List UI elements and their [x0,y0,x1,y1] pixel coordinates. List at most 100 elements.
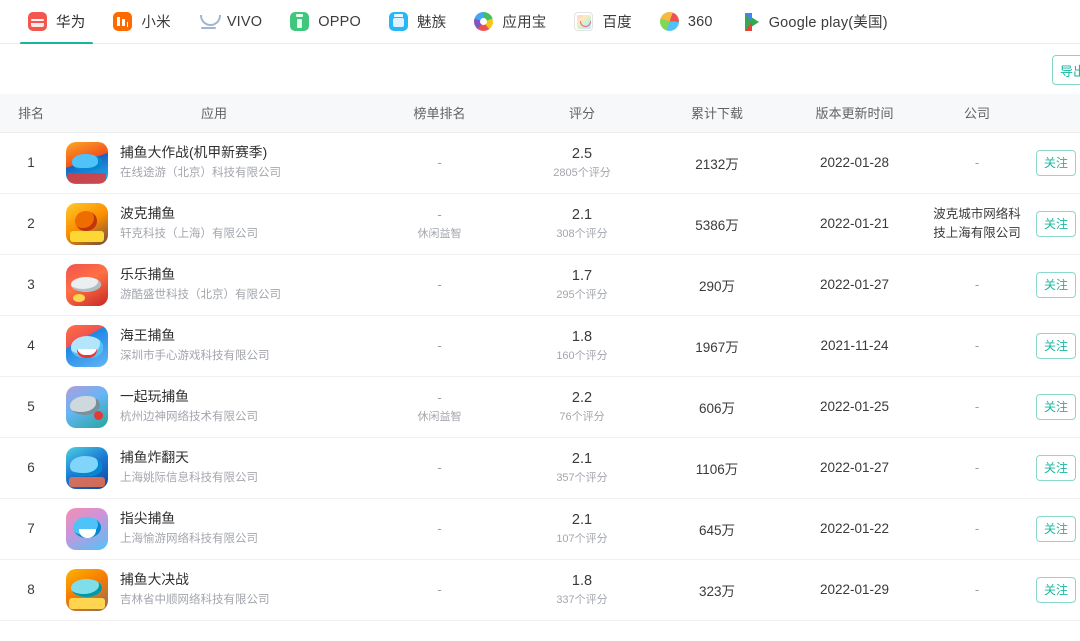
company-value: - [974,399,980,414]
cell-company: - [922,132,1032,194]
cell-update-time: 2022-01-28 [787,132,922,194]
app-entry[interactable]: 捕鱼大决战 吉林省中顺网络科技有限公司 [62,568,362,611]
360-icon [659,12,679,31]
cell-board-rank: - [362,559,517,621]
app-text: 一起玩捕鱼 杭州边神网络技术有限公司 [120,387,258,426]
export-button[interactable]: 导出 [1052,55,1080,85]
cell-score: 1.8 160个评分 [517,315,647,377]
table-row[interactable]: 4 海王捕鱼 深圳市手心游戏科技有限公司 - 1.8 160个评分 [0,315,1080,377]
app-icon [66,141,108,184]
tab-google-play-美国-[interactable]: Google play(美国) [727,0,902,44]
follow-button[interactable]: 关注 [1036,149,1076,176]
table-row[interactable]: 3 乐乐捕鱼 游酷盛世科技（北京）有限公司 - 1.7 295个评 [0,254,1080,316]
table-row[interactable]: 1 捕鱼大作战(机甲新赛季) 在线途游（北京）科技有限公司 - 2.5 [0,132,1080,194]
tab-华为[interactable]: 华为 [14,0,99,45]
table-row[interactable]: 6 捕鱼炸翻天 上海姚际信息科技有限公司 - 2.1 357个评分 [0,437,1080,499]
follow-button[interactable]: 关注 [1036,454,1076,481]
app-entry[interactable]: 海王捕鱼 深圳市手心游戏科技有限公司 [62,324,362,367]
cell-downloads: 5386万 [647,193,787,255]
cell-app[interactable]: 一起玩捕鱼 杭州边神网络技术有限公司 [62,376,362,438]
cell-board-rank: - [362,437,517,499]
tab-360[interactable]: 360 [646,0,727,44]
app-developer: 轩克科技（上海）有限公司 [120,227,258,240]
cell-update-time: 2022-01-22 [787,498,922,560]
score-value: 2.2 [571,389,593,406]
app-entry[interactable]: 一起玩捕鱼 杭州边神网络技术有限公司 [62,385,362,428]
score-value: 1.8 [571,572,593,589]
score-value: 2.5 [571,145,593,162]
cell-app[interactable]: 捕鱼大决战 吉林省中顺网络科技有限公司 [62,559,362,621]
xiaomi-icon [113,12,133,31]
score-value: 2.1 [571,450,593,467]
cell-downloads: 1106万 [647,437,787,499]
app-entry[interactable]: 捕鱼大作战(机甲新赛季) 在线途游（北京）科技有限公司 [62,141,362,184]
app-entry[interactable]: 捕鱼炸翻天 上海姚际信息科技有限公司 [62,446,362,489]
column-header-update-time[interactable]: 版本更新时间 [787,94,922,133]
cell-score: 2.1 308个评分 [517,193,647,255]
cell-company: - [922,498,1032,560]
app-developer: 杭州边神网络技术有限公司 [120,410,258,423]
cell-score: 2.1 107个评分 [517,498,647,560]
cell-action: 关注 [1032,132,1080,194]
cell-downloads: 1967万 [647,315,787,377]
company-value: - [974,338,980,353]
follow-button[interactable]: 关注 [1036,210,1076,237]
column-header-board-rank[interactable]: 榜单排名 [362,94,517,133]
column-header-downloads[interactable]: 累计下载 [647,94,787,133]
app-entry[interactable]: 波克捕鱼 轩克科技（上海）有限公司 [62,202,362,245]
board-rank-value: - [437,460,442,475]
cell-board-rank: - [362,132,517,194]
tab-label: 应用宝 [502,15,547,31]
cell-update-time: 2022-01-27 [787,437,922,499]
app-developer: 上海愉游网络科技有限公司 [120,532,258,545]
table-row[interactable]: 2 波克捕鱼 轩克科技（上海）有限公司 - 休闲益智 2.1 308 [0,193,1080,255]
app-text: 波克捕鱼 轩克科技（上海）有限公司 [120,204,258,243]
cell-app[interactable]: 波克捕鱼 轩克科技（上海）有限公司 [62,193,362,255]
follow-button[interactable]: 关注 [1036,576,1076,603]
cell-action: 关注 [1032,254,1080,316]
app-developer: 吉林省中顺网络科技有限公司 [120,593,270,606]
column-header-app[interactable]: 应用 [62,94,362,133]
follow-button[interactable]: 关注 [1036,332,1076,359]
column-header-company[interactable]: 公司 [922,94,1032,133]
app-entry[interactable]: 指尖捕鱼 上海愉游网络科技有限公司 [62,507,362,550]
app-developer: 在线途游（北京）科技有限公司 [120,166,281,179]
app-developer: 上海姚际信息科技有限公司 [120,471,258,484]
cell-app[interactable]: 海王捕鱼 深圳市手心游戏科技有限公司 [62,315,362,377]
follow-button[interactable]: 关注 [1036,515,1076,542]
column-header-score[interactable]: 评分 [517,94,647,133]
board-rank-value: - [437,582,442,597]
tab-小米[interactable]: 小米 [99,0,184,44]
follow-button[interactable]: 关注 [1036,271,1076,298]
score-value: 2.1 [571,206,593,223]
company-value: - [974,277,980,292]
app-text: 指尖捕鱼 上海愉游网络科技有限公司 [120,509,258,548]
tab-魅族[interactable]: 魅族 [375,0,460,44]
table-row[interactable]: 5 一起玩捕鱼 杭州边神网络技术有限公司 - 休闲益智 2.2 76 [0,376,1080,438]
meizu-icon [388,12,408,31]
tab-label: VIVO [226,13,263,30]
score-count: 357个评分 [556,471,608,484]
cell-company: - [922,254,1032,316]
cell-company: - [922,559,1032,621]
board-rank-value: - [437,277,442,292]
cell-app[interactable]: 指尖捕鱼 上海愉游网络科技有限公司 [62,498,362,560]
tab-百度[interactable]: 百度 [560,0,645,44]
cell-downloads: 2132万 [647,132,787,194]
cell-rank: 3 [0,254,62,316]
board-rank-category: 休闲益智 [417,227,462,240]
table-row[interactable]: 7 指尖捕鱼 上海愉游网络科技有限公司 - 2.1 107个评分 [0,498,1080,560]
tab-vivo[interactable]: VIVO [185,0,276,44]
app-entry[interactable]: 乐乐捕鱼 游酷盛世科技（北京）有限公司 [62,263,362,306]
cell-app[interactable]: 捕鱼大作战(机甲新赛季) 在线途游（北京）科技有限公司 [62,132,362,194]
table-row[interactable]: 8 捕鱼大决战 吉林省中顺网络科技有限公司 - 1.8 337个评 [0,559,1080,621]
cell-app[interactable]: 捕鱼炸翻天 上海姚际信息科技有限公司 [62,437,362,499]
tab-oppo[interactable]: OPPO [276,0,375,44]
column-header-rank[interactable]: 排名 [0,94,62,133]
tab-应用宝[interactable]: 应用宝 [460,0,560,44]
app-text: 捕鱼炸翻天 上海姚际信息科技有限公司 [120,448,258,487]
cell-app[interactable]: 乐乐捕鱼 游酷盛世科技（北京）有限公司 [62,254,362,316]
cell-action: 关注 [1032,376,1080,438]
board-rank-category: 休闲益智 [417,410,462,423]
follow-button[interactable]: 关注 [1036,393,1076,420]
